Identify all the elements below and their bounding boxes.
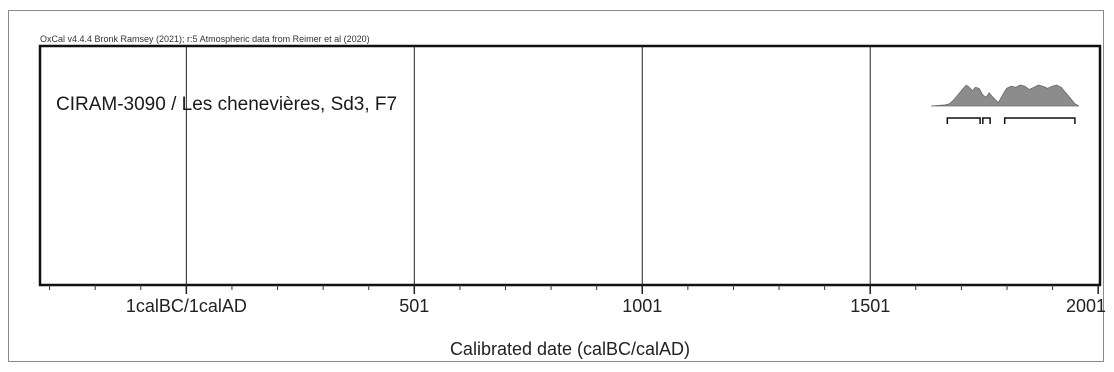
tick-label-1: 501 <box>399 296 429 316</box>
plot-frame <box>38 44 1102 287</box>
hpd-bracket-1 <box>982 117 991 124</box>
hpd-bracket-0 <box>946 117 981 124</box>
x-axis: 1calBC/1calAD 501 1001 1501 2001 <box>49 285 1106 316</box>
sample-label: CIRAM-3090 / Les chenevières, Sd3, F7 <box>56 94 397 115</box>
probability-distribution <box>930 84 1080 107</box>
hpd-range-brackets <box>946 117 1076 124</box>
figure-frame <box>8 10 1104 362</box>
oxcal-credit: OxCal v4.4.4 Bronk Ramsey (2021); r:5 At… <box>40 34 370 44</box>
tick-label-3: 1501 <box>850 296 890 316</box>
tick-label-4: 2001 <box>1066 296 1106 316</box>
tick-label-2: 1001 <box>622 296 662 316</box>
vertical-gridlines <box>185 46 871 285</box>
hpd-bracket-2 <box>1003 117 1076 124</box>
tick-label-0: 1calBC/1calAD <box>126 296 247 316</box>
x-axis-title: Calibrated date (calBC/calAD) <box>450 339 690 359</box>
density-area <box>930 84 1080 107</box>
